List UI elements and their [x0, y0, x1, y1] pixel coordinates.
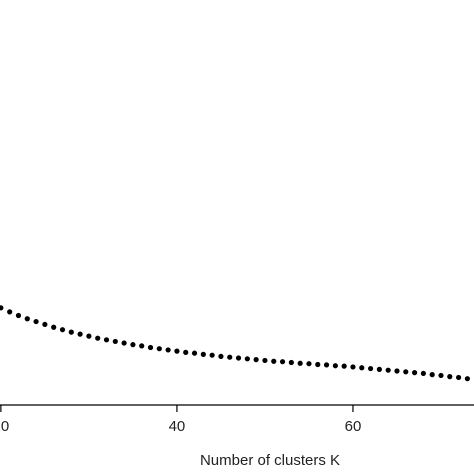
point — [332, 363, 338, 369]
point — [77, 331, 83, 337]
point — [0, 305, 4, 311]
point — [235, 355, 242, 361]
point — [147, 344, 154, 351]
point — [438, 372, 444, 379]
point — [385, 367, 391, 373]
point — [103, 337, 110, 343]
point — [447, 374, 453, 380]
x-axis-label: Number of clusters K — [200, 452, 340, 469]
point — [42, 321, 48, 328]
point — [33, 318, 39, 325]
x-tick-label: 20 — [0, 418, 9, 435]
point — [7, 309, 13, 315]
point — [130, 342, 136, 348]
point — [323, 362, 330, 368]
point — [165, 347, 171, 353]
point — [376, 366, 382, 372]
x-tick-label: 60 — [345, 418, 362, 435]
point — [112, 338, 118, 345]
point — [297, 360, 303, 366]
point — [271, 358, 277, 364]
point — [253, 357, 259, 363]
point — [350, 364, 356, 370]
point — [367, 365, 374, 372]
point — [262, 357, 268, 364]
point — [218, 353, 224, 359]
point — [411, 370, 418, 376]
point — [209, 352, 215, 358]
point — [359, 365, 365, 371]
point — [403, 369, 409, 375]
point — [156, 346, 162, 352]
point — [95, 335, 101, 341]
point — [191, 350, 198, 356]
point — [244, 356, 250, 362]
point — [420, 370, 426, 377]
point — [51, 324, 57, 330]
point — [227, 354, 233, 360]
point — [455, 374, 462, 381]
point — [174, 348, 180, 354]
point — [59, 327, 66, 333]
point — [68, 329, 74, 335]
x-tick-label: 40 — [169, 418, 186, 435]
point — [315, 361, 321, 368]
point — [200, 351, 206, 357]
point — [279, 359, 286, 365]
point — [15, 312, 22, 319]
point — [306, 361, 312, 367]
point — [394, 368, 400, 374]
point — [139, 343, 145, 349]
point — [464, 376, 470, 382]
point — [121, 340, 127, 346]
point — [24, 316, 30, 322]
point — [429, 372, 435, 378]
point — [288, 359, 294, 366]
point — [86, 333, 92, 339]
point — [341, 363, 347, 369]
point — [183, 349, 189, 355]
